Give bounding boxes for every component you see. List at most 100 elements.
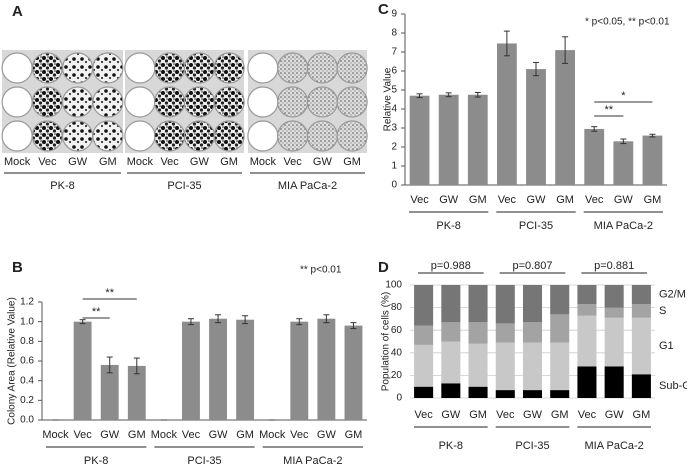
y-tick-label: 0.4 bbox=[20, 375, 34, 386]
y-tick-label: 7 bbox=[391, 47, 397, 58]
y-axis-label: Relative Value bbox=[383, 67, 394, 131]
x-tick-label: Mock bbox=[151, 429, 178, 441]
error-bar bbox=[445, 92, 452, 98]
bar-segment bbox=[468, 285, 488, 323]
y-tick-label: 1.2 bbox=[20, 297, 34, 308]
bar-segment bbox=[550, 285, 570, 315]
error-bar bbox=[350, 322, 357, 330]
x-tick-label: Mock bbox=[42, 429, 69, 441]
column-label: GW bbox=[190, 156, 210, 168]
plate bbox=[31, 52, 63, 84]
group-label: PK-8 bbox=[439, 440, 463, 452]
bar-segment bbox=[468, 343, 488, 387]
bar-segment bbox=[604, 317, 624, 367]
group-label: MIA PaCa-2 bbox=[283, 455, 342, 467]
error-bar bbox=[649, 133, 656, 138]
bar bbox=[467, 94, 488, 185]
legend-label: G1 bbox=[659, 340, 674, 352]
x-tick-label: GM bbox=[551, 409, 569, 421]
y-axis-label: Colony Area (Relative Value) bbox=[7, 297, 18, 425]
group-label: PCI-35 bbox=[187, 455, 221, 467]
x-tick-label: GW bbox=[523, 409, 543, 421]
error-bar bbox=[591, 126, 598, 132]
y-tick-label: 5 bbox=[391, 85, 397, 96]
column-label: Vec bbox=[160, 156, 179, 168]
x-tick-label: GM bbox=[345, 429, 363, 441]
bar-segment bbox=[577, 304, 597, 316]
plate bbox=[306, 120, 338, 152]
plate bbox=[124, 52, 156, 84]
plate bbox=[31, 120, 63, 152]
plate bbox=[277, 86, 309, 118]
column-label: Mock bbox=[4, 156, 31, 168]
plate bbox=[213, 52, 245, 84]
y-tick-label: 0.6 bbox=[20, 356, 34, 367]
plate bbox=[1, 52, 33, 84]
bar-segment bbox=[550, 342, 570, 391]
plate bbox=[277, 52, 309, 84]
plate bbox=[92, 52, 124, 84]
group-label: MIA PaCa-2 bbox=[594, 220, 653, 232]
bar-segment bbox=[522, 285, 543, 323]
p-value: p=0.881 bbox=[594, 260, 634, 272]
bar bbox=[236, 319, 255, 420]
bar-segment bbox=[577, 285, 597, 305]
x-tick-label: GM bbox=[633, 409, 651, 421]
error-bar bbox=[296, 318, 303, 326]
bar-segment bbox=[577, 315, 597, 367]
group-label: PCI-35 bbox=[519, 220, 553, 232]
error-bar bbox=[562, 36, 569, 64]
x-tick-label: GM bbox=[128, 429, 146, 441]
bar-segment bbox=[604, 307, 624, 318]
significance-mark: ** bbox=[92, 306, 101, 318]
bar-segment bbox=[604, 285, 624, 308]
bar-segment bbox=[495, 285, 515, 324]
plate bbox=[213, 120, 245, 152]
error-bar bbox=[187, 318, 194, 326]
error-bar bbox=[416, 93, 423, 99]
bar bbox=[526, 69, 546, 185]
error-bar bbox=[474, 91, 481, 98]
plate bbox=[124, 86, 156, 118]
plate bbox=[277, 120, 309, 152]
x-tick-label: Vec bbox=[498, 194, 517, 206]
plate bbox=[213, 86, 245, 118]
p-value: p=0.807 bbox=[512, 260, 552, 272]
bar-segment bbox=[604, 366, 624, 398]
bar bbox=[127, 365, 146, 420]
x-tick-label: GW bbox=[527, 194, 547, 206]
error-bar bbox=[323, 314, 330, 324]
bar-segment bbox=[631, 317, 651, 375]
bar bbox=[317, 318, 336, 420]
plate bbox=[306, 52, 338, 84]
x-tick-label: Vec bbox=[496, 409, 515, 421]
bar-segment bbox=[414, 325, 434, 345]
plate bbox=[31, 86, 63, 118]
x-tick-label: GW bbox=[209, 429, 229, 441]
y-tick-label: 2 bbox=[391, 142, 397, 153]
plate bbox=[62, 120, 94, 152]
bar bbox=[344, 325, 363, 420]
bar bbox=[496, 43, 517, 186]
column-label: Vec bbox=[38, 156, 57, 168]
y-tick-label: 1.0 bbox=[20, 316, 34, 327]
plate bbox=[247, 86, 279, 118]
column-label: Vec bbox=[283, 156, 302, 168]
bar-segment bbox=[495, 390, 515, 398]
y-tick-label: 1 bbox=[391, 161, 397, 172]
bar-segment bbox=[495, 342, 515, 391]
x-tick-label: GW bbox=[614, 194, 634, 206]
x-tick-label: GW bbox=[439, 194, 459, 206]
group-label: PK-8 bbox=[84, 455, 108, 467]
plate bbox=[154, 120, 186, 152]
column-label: GM bbox=[220, 156, 238, 168]
column-label: GM bbox=[343, 156, 361, 168]
bar-segment bbox=[522, 390, 543, 398]
panel-label: A bbox=[12, 3, 23, 20]
y-tick-label: 0.2 bbox=[20, 395, 34, 406]
bar-segment bbox=[631, 304, 651, 318]
y-tick-label: 80 bbox=[391, 302, 403, 313]
error-bar bbox=[620, 138, 627, 145]
group-label: MIA PaCa-2 bbox=[278, 180, 337, 192]
